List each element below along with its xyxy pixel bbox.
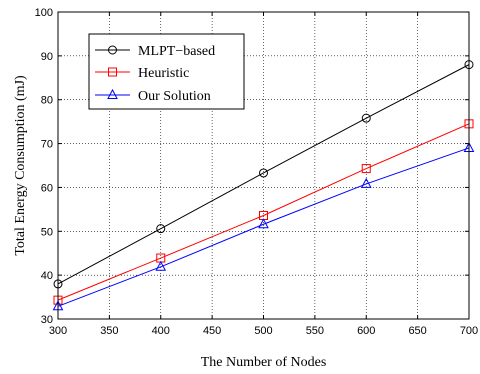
- x-tick-label: 450: [203, 325, 221, 337]
- x-tick-label: 550: [306, 325, 324, 337]
- y-tick-label: 40: [41, 270, 53, 282]
- data-point-marker: [360, 177, 372, 188]
- y-tick-label: 80: [41, 95, 53, 107]
- x-tick-label: 350: [100, 325, 118, 337]
- tick-labels: 300 350 400 450 500 550 600 650 700 30 40 50 60 70 80 9…: [35, 7, 479, 337]
- x-tick-label: 700: [460, 325, 478, 337]
- y-tick-label: 50: [41, 226, 53, 238]
- x-tick-label: 300: [49, 325, 67, 337]
- y-tick-label: 90: [41, 51, 53, 63]
- tick-marks: [57, 11, 470, 320]
- x-tick-label: 500: [254, 325, 272, 337]
- series-line: [57, 64, 470, 285]
- data-point-marker: [259, 168, 268, 178]
- data-point-marker: [258, 218, 269, 229]
- data-point-marker: [361, 113, 371, 123]
- series-line: [57, 123, 470, 301]
- y-tick-label: 60: [41, 182, 53, 194]
- legend-label: Heuristic: [138, 66, 189, 81]
- y-tick-label: 30: [41, 314, 53, 326]
- y-tick-label: 70: [41, 139, 53, 151]
- data-point-marker: [156, 224, 166, 234]
- legend-marker: [108, 67, 117, 77]
- legend-label: MLPT−based: [138, 44, 215, 59]
- legend-marker: [107, 88, 118, 99]
- legend-marker: [108, 45, 117, 55]
- legend-label: Our Solution: [138, 89, 211, 104]
- x-tick-label: 400: [152, 325, 170, 337]
- x-tick-label: 600: [357, 325, 375, 337]
- legend: MLPT−based Heuristic Our Solution: [88, 33, 245, 110]
- y-axis-title: Total Energy Consumption (mJ): [13, 75, 28, 256]
- data-point-marker: [155, 260, 167, 271]
- x-axis-title: The Number of Nodes: [201, 355, 327, 370]
- series-line: [57, 147, 470, 307]
- y-tick-label: 100: [35, 7, 53, 19]
- x-tick-label: 650: [408, 325, 426, 337]
- data-point-marker: [361, 164, 371, 174]
